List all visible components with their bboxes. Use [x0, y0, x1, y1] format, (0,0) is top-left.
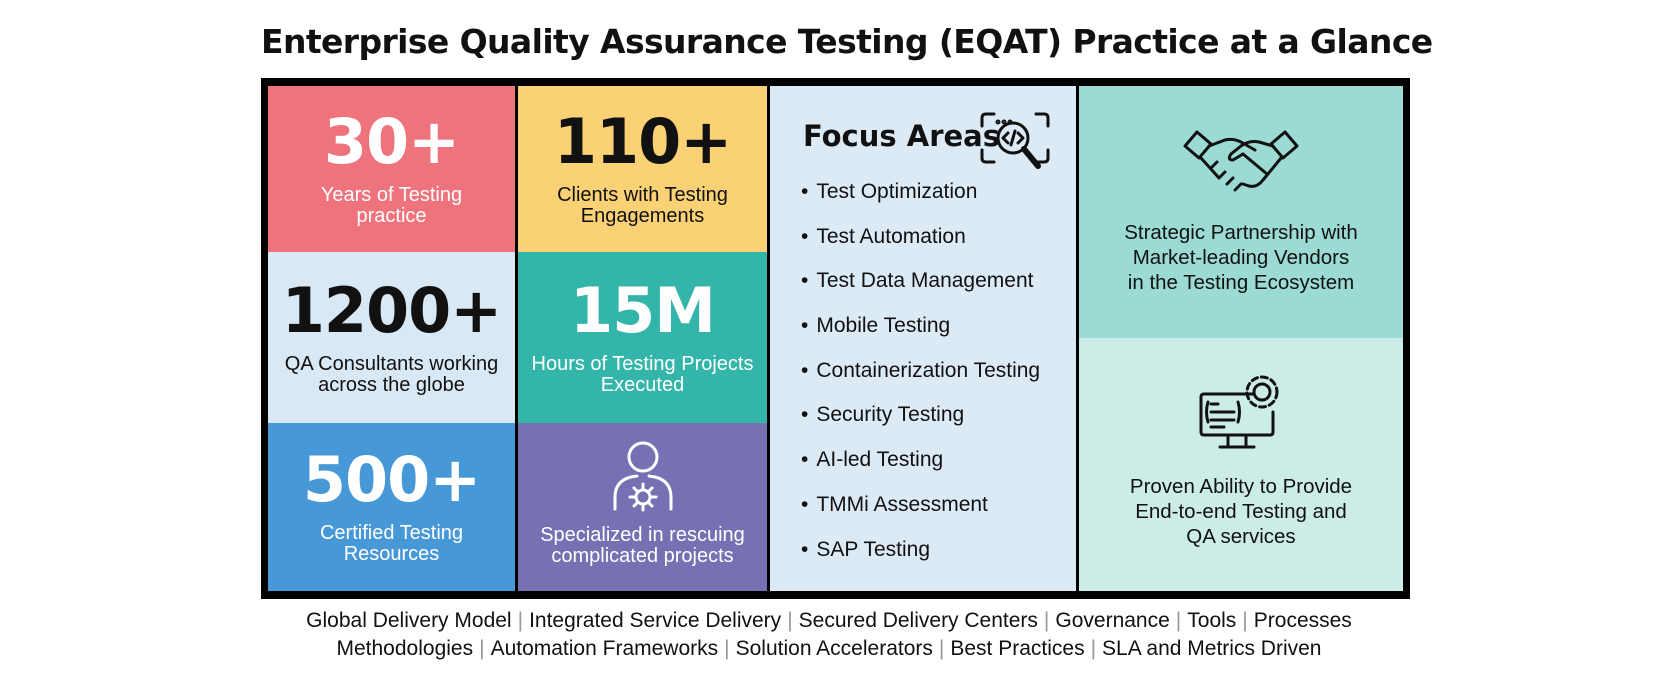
- footer-item: Processes: [1253, 609, 1352, 632]
- partnership-text: Strategic Partnership with Market-leadin…: [1124, 220, 1358, 294]
- footer-row-2: Methodologies | Automation Frameworks | Solu…: [336, 637, 1322, 660]
- footer-item: SLA and Metrics Driven: [1102, 637, 1322, 660]
- footer-item: Best Practices: [950, 637, 1085, 660]
- focus-item: AI-led Testing: [801, 448, 1040, 493]
- stat-years: 30+ Years of Testing practice: [268, 86, 515, 252]
- footer-item: Solution Accelerators: [735, 637, 933, 660]
- divider: [1076, 86, 1079, 591]
- focus-title: Focus Areas: [803, 119, 1000, 153]
- stat-rescue: Specialized in rescuing complicated proj…: [518, 423, 767, 591]
- stat-hours: 15M Hours of Testing Projects Executed: [518, 252, 767, 423]
- monitor-gear-icon: [1198, 372, 1284, 452]
- footer-item: Governance: [1055, 609, 1170, 632]
- stat-clients-label: Clients with Testing Engagements: [557, 184, 728, 227]
- ability-text: Proven Ability to Provide End-to-end Tes…: [1129, 475, 1353, 548]
- partnership-panel: Strategic Partnership with Market-leadin…: [1079, 86, 1403, 338]
- focus-item: TMMi Assessment: [801, 493, 1040, 538]
- stat-clients: 110+ Clients with Testing Engagements: [518, 86, 767, 252]
- focus-item: Mobile Testing: [801, 314, 1040, 359]
- focus-item: Containerization Testing: [801, 359, 1040, 404]
- stat-years-label: Years of Testing practice: [320, 184, 463, 227]
- stat-consultants: 1200+ QA Consultants working across the …: [268, 252, 515, 423]
- person-gear-icon: [611, 441, 675, 517]
- footer-item: Automation Frameworks: [490, 637, 719, 660]
- focus-item: Test Data Management: [801, 269, 1040, 314]
- stat-resources-label: Certified Testing Resources: [319, 522, 464, 565]
- handshake-icon: [1181, 124, 1301, 204]
- focus-list: Test Optimization Test Automation Test D…: [801, 180, 1040, 582]
- stat-resources: 500+ Certified Testing Resources: [268, 423, 515, 591]
- footer-item: Integrated Service Delivery: [529, 609, 782, 632]
- focus-item: SAP Testing: [801, 538, 1040, 583]
- stat-years-value: 30+: [323, 105, 460, 178]
- stat-clients-value: 110+: [553, 105, 732, 178]
- footer-row-1: Global Delivery Model | Integrated Service…: [306, 609, 1352, 632]
- code-search-icon: [980, 112, 1050, 176]
- footer-item: Secured Delivery Centers: [798, 609, 1038, 632]
- stat-rescue-label: Specialized in rescuing complicated proj…: [540, 524, 745, 567]
- divider: [515, 86, 518, 591]
- stat-hours-value: 15M: [570, 273, 716, 347]
- divider: [767, 86, 770, 591]
- stat-consultants-value: 1200+: [281, 273, 503, 347]
- stat-hours-label: Hours of Testing Projects Executed: [531, 352, 754, 396]
- focus-item: Test Optimization: [801, 180, 1040, 225]
- focus-item: Security Testing: [801, 403, 1040, 448]
- page-title: Enterprise Quality Assurance Testing (EQ…: [261, 22, 1433, 61]
- stat-resources-value: 500+: [302, 443, 481, 516]
- focus-item: Test Automation: [801, 225, 1040, 270]
- stat-consultants-label: QA Consultants working across the globe: [284, 352, 499, 396]
- footer-item: Global Delivery Model: [306, 609, 512, 632]
- ability-panel: Proven Ability to Provide End-to-end Tes…: [1079, 338, 1403, 591]
- footer-item: Methodologies: [336, 637, 474, 660]
- footer-item: Tools: [1187, 609, 1237, 632]
